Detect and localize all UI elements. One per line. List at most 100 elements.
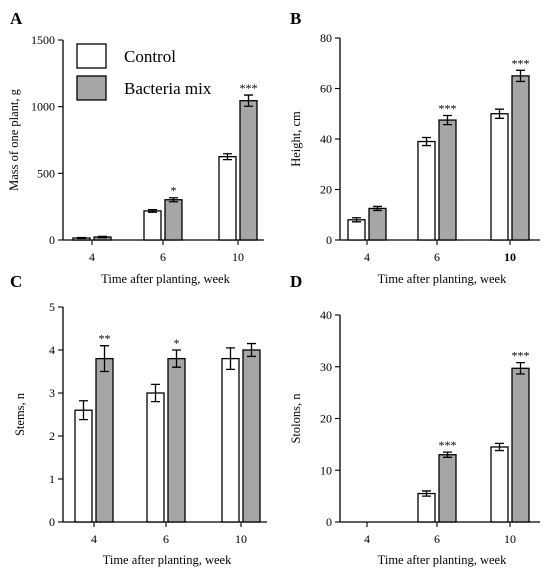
- bar-control-4: [347, 219, 366, 241]
- y-tick-label: 5: [49, 300, 55, 314]
- panel-b: B 0 20 40 60 80 4 6 10 Time after planting, week H…: [289, 9, 540, 286]
- y-tick-label: 60: [320, 82, 332, 96]
- x-tick-label: 10: [232, 250, 244, 264]
- y-tick-label: 1500: [31, 33, 55, 47]
- error-bar: [244, 94, 253, 107]
- bar-control-6: [146, 392, 165, 523]
- error-bar: [169, 197, 178, 203]
- error-bar: [172, 349, 181, 368]
- y-tick-label: 0: [326, 233, 332, 247]
- bar-bacteria-6: [438, 119, 457, 241]
- bar-bacteria-10: [239, 100, 258, 241]
- bar-bacteria-4: [95, 357, 114, 523]
- bar-bacteria-10: [511, 75, 530, 241]
- y-tick-label: 40: [320, 308, 332, 322]
- x-axis-title: Time after planting, week: [101, 272, 230, 286]
- bar-control-6: [417, 140, 436, 241]
- error-bar: [443, 451, 452, 458]
- bar-control-4: [74, 409, 93, 523]
- legend-swatch-control: [76, 43, 107, 69]
- error-bar: [495, 108, 504, 119]
- significance-label: *: [174, 336, 180, 350]
- significance-label: ***: [439, 102, 457, 116]
- bar-control-6: [143, 210, 162, 241]
- legend-label-control: Control: [124, 47, 176, 66]
- error-bar: [77, 236, 86, 240]
- y-tick-label: 10: [320, 463, 332, 477]
- y-axis-title: Stems, n: [13, 392, 27, 436]
- error-bar: [223, 153, 232, 161]
- x-tick-label: 4: [364, 532, 370, 546]
- x-axis-title: Time after planting, week: [103, 553, 232, 567]
- significance-label: ***: [439, 438, 457, 452]
- error-bar: [98, 235, 107, 239]
- bar-control-10: [218, 156, 237, 241]
- x-tick-label: 10: [235, 532, 247, 546]
- panel-d: D 0 10 20 30 40 4 6 10 Time after planting, week S…: [289, 272, 540, 567]
- legend-swatch-bacteria: [76, 75, 107, 101]
- error-bar: [148, 208, 157, 213]
- error-bar: [352, 217, 361, 223]
- error-bar: [151, 383, 160, 403]
- bar-control-6: [417, 492, 436, 523]
- error-bar: [79, 400, 88, 421]
- x-tick-label: 10: [504, 532, 516, 546]
- error-bar: [247, 342, 256, 358]
- y-axis-title: Mass of one plant, g: [7, 88, 21, 190]
- panel-letter: B: [290, 9, 301, 28]
- panel-letter: D: [290, 272, 302, 291]
- y-tick-label: 0: [49, 233, 55, 247]
- y-axis-title: Height, cm: [289, 111, 303, 167]
- bar-bacteria-10: [242, 349, 261, 523]
- x-tick-label: 6: [434, 532, 440, 546]
- x-axis-title: Time after planting, week: [378, 272, 507, 286]
- y-tick-label: 30: [320, 360, 332, 374]
- panel-letter: C: [10, 272, 22, 291]
- x-tick-label: 4: [91, 532, 97, 546]
- x-tick-label: 4: [364, 250, 370, 264]
- y-tick-label: 0: [326, 515, 332, 529]
- bar-bacteria-10: [511, 367, 530, 523]
- x-tick-label: 4: [89, 250, 95, 264]
- error-bar: [100, 345, 109, 373]
- legend: Control Bacteria mix: [76, 43, 212, 101]
- bar-control-10: [490, 446, 509, 523]
- x-tick-label: 6: [434, 250, 440, 264]
- bar-bacteria-4: [368, 207, 387, 241]
- significance-label: *: [171, 184, 177, 198]
- y-tick-label: 0: [49, 515, 55, 529]
- x-tick-label: 6: [160, 250, 166, 264]
- y-tick-label: 3: [49, 386, 55, 400]
- y-axis-title: Stolons, n: [289, 393, 303, 444]
- x-tick-label: 10: [504, 250, 516, 264]
- significance-label: ***: [240, 81, 258, 95]
- panel-letter: A: [10, 9, 23, 28]
- y-tick-label: 4: [49, 343, 55, 357]
- y-tick-label: 2: [49, 429, 55, 443]
- bar-bacteria-6: [438, 454, 457, 523]
- legend-label-bacteria: Bacteria mix: [124, 79, 212, 98]
- bar-control-10: [490, 113, 509, 241]
- y-tick-label: 20: [320, 412, 332, 426]
- bar-control-10: [221, 357, 240, 523]
- error-bar: [373, 205, 382, 212]
- x-axis-title: Time after planting, week: [378, 553, 507, 567]
- y-tick-label: 500: [37, 166, 55, 180]
- bar-bacteria-6: [164, 199, 183, 241]
- error-bar: [422, 490, 431, 497]
- error-bar: [495, 442, 504, 452]
- y-tick-label: 20: [320, 183, 332, 197]
- y-tick-label: 80: [320, 31, 332, 45]
- y-tick-label: 1: [49, 472, 55, 486]
- error-bar: [422, 136, 431, 147]
- significance-label: ***: [512, 349, 530, 363]
- significance-label: ***: [512, 56, 530, 70]
- error-bar: [443, 114, 452, 126]
- y-tick-label: 1000: [31, 100, 55, 114]
- error-bar: [516, 69, 525, 83]
- x-tick-label: 6: [163, 532, 169, 546]
- error-bar: [516, 361, 525, 375]
